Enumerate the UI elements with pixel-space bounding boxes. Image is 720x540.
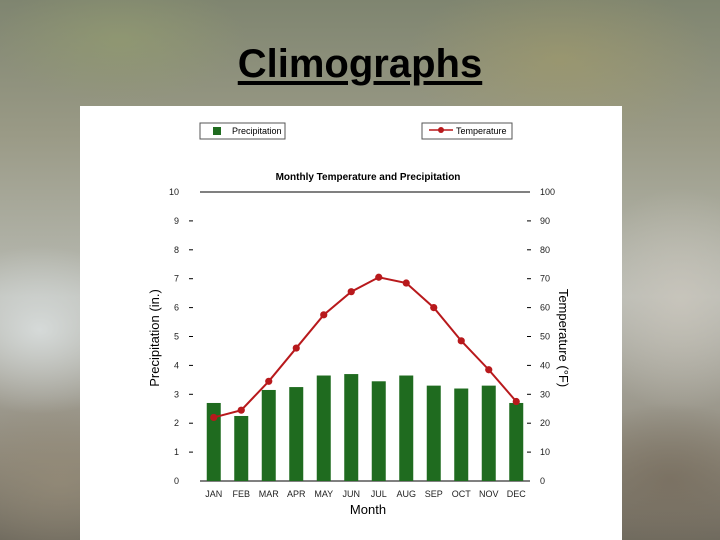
left-tick-label: 2 — [174, 418, 179, 428]
legend-precipitation-label: Precipitation — [232, 126, 282, 136]
x-tick-label: APR — [287, 489, 306, 499]
temperature-point — [320, 311, 328, 319]
x-tick-label: OCT — [452, 489, 472, 499]
x-tick-label: AUG — [396, 489, 416, 499]
temperature-point — [457, 337, 465, 345]
temperature-point — [430, 304, 438, 312]
temperature-line — [213, 276, 518, 419]
right-tick-label: 70 — [540, 274, 550, 284]
temperature-point — [375, 273, 383, 281]
temperature-point — [292, 344, 300, 352]
right-tick-label: 30 — [540, 389, 550, 399]
precipitation-bar — [509, 402, 524, 481]
y-axis-title-left: Precipitation (in.) — [147, 289, 162, 387]
legend-temperature-label: Temperature — [456, 126, 507, 136]
legend-temperature: Temperature — [421, 122, 513, 140]
left-tick-label: 1 — [174, 447, 179, 457]
chart-title: Monthly Temperature and Precipitation — [276, 172, 461, 183]
legend-box — [199, 122, 286, 140]
right-tick-label: 10 — [540, 447, 550, 457]
legend-temperature-marker — [438, 127, 444, 133]
right-axis: 0 10 20 30 40 50 60 70 80 90 100 — [527, 187, 555, 486]
x-tick-label: MAR — [259, 489, 280, 499]
right-tick-label: 100 — [540, 187, 555, 197]
climograph-chart: Precipitation Temperature Monthly Temper… — [147, 122, 571, 517]
slide-title: Climographs — [237, 42, 483, 86]
precipitation-bars — [206, 374, 524, 481]
temperature-point — [347, 288, 355, 296]
x-tick-label: MAY — [314, 489, 333, 499]
right-tick-label: 0 — [540, 476, 545, 486]
x-axis: JAN FEB MAR APR MAY JUN JUL AUG SEP OCT NOV DEC — [205, 489, 526, 499]
left-tick-label: 7 — [174, 274, 179, 284]
precipitation-bar — [289, 387, 304, 481]
left-tick-label: 0 — [174, 476, 179, 486]
left-tick-label: 5 — [174, 332, 179, 342]
x-axis-title: Month — [350, 502, 386, 517]
left-tick-label: 6 — [174, 303, 179, 313]
temperature-point — [402, 279, 410, 287]
precipitation-bar — [481, 385, 496, 481]
right-tick-label: 90 — [540, 216, 550, 226]
x-tick-label: FEB — [232, 489, 250, 499]
left-tick-label: 10 — [169, 187, 179, 197]
left-axis: 0 1 2 3 4 5 6 7 8 9 10 — [169, 187, 193, 486]
x-tick-label: JUN — [343, 489, 361, 499]
precipitation-bar — [399, 375, 414, 481]
right-tick-label: 60 — [540, 303, 550, 313]
right-tick-label: 50 — [540, 332, 550, 342]
chart-panel: Precipitation Temperature Monthly Temper… — [80, 106, 622, 540]
temperature-series — [210, 273, 520, 422]
precipitation-bar — [316, 375, 331, 481]
precipitation-bar — [454, 388, 469, 481]
precipitation-bar — [371, 381, 386, 481]
precipitation-bar — [426, 385, 441, 481]
right-tick-label: 40 — [540, 360, 550, 370]
temperature-point — [210, 413, 218, 422]
precipitation-bar — [344, 374, 359, 481]
x-tick-label: SEP — [425, 489, 443, 499]
temperature-point — [237, 406, 245, 414]
legend-box — [421, 122, 513, 140]
temperature-point — [512, 397, 520, 406]
legend-precipitation: Precipitation — [199, 122, 286, 140]
left-tick-label: 8 — [174, 245, 179, 255]
precipitation-bar — [206, 402, 221, 481]
left-tick-label: 9 — [174, 216, 179, 226]
y-axis-title-right: Temperature (°F) — [556, 289, 571, 387]
x-tick-label: JAN — [205, 489, 222, 499]
x-tick-label: NOV — [479, 489, 499, 499]
precipitation-bar — [261, 389, 276, 481]
temperature-point — [485, 366, 493, 374]
right-tick-label: 80 — [540, 245, 550, 255]
left-tick-label: 4 — [174, 360, 179, 370]
legend-precipitation-swatch — [213, 127, 221, 135]
temperature-point — [265, 377, 273, 385]
right-tick-label: 20 — [540, 418, 550, 428]
precipitation-bar — [234, 415, 249, 481]
x-tick-label: JUL — [371, 489, 387, 499]
left-tick-label: 3 — [174, 389, 179, 399]
x-tick-label: DEC — [507, 489, 527, 499]
